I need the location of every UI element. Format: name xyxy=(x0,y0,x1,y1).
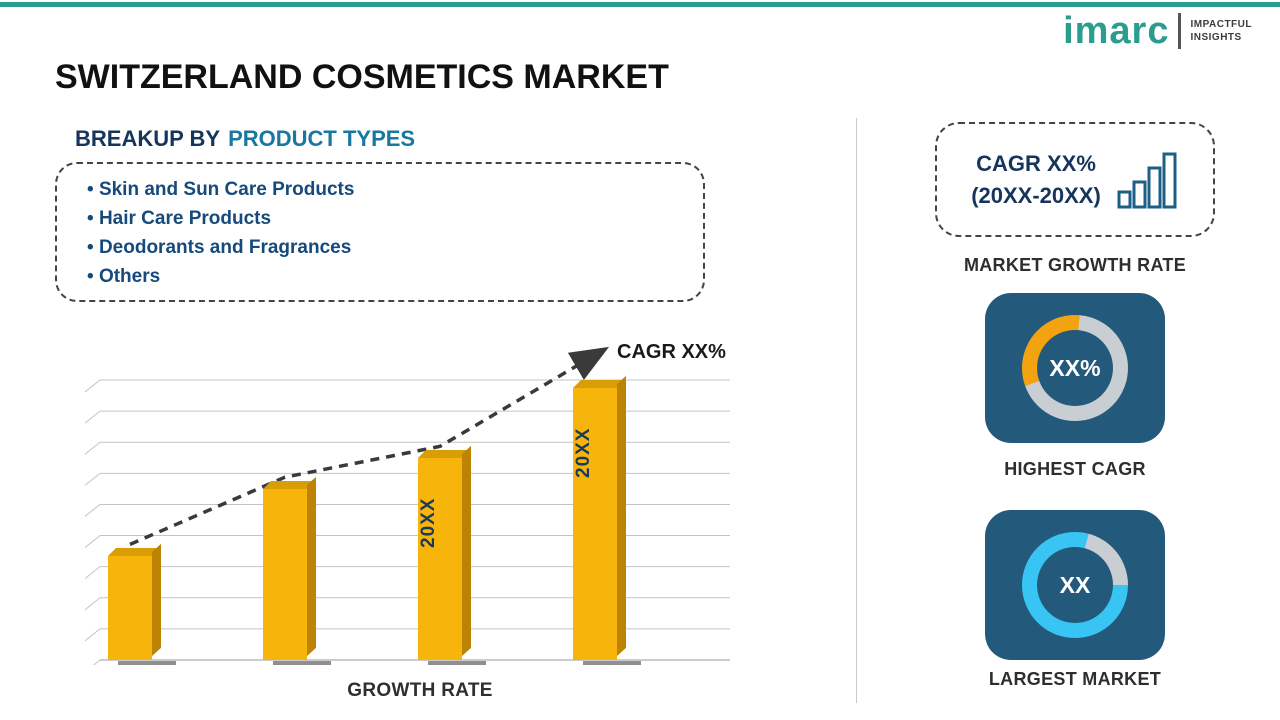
top-accent-bar xyxy=(0,2,1280,7)
growth-rate-bar-chart: 20XX 20XX xyxy=(70,335,730,665)
cagr-line2: (20XX-20XX) xyxy=(971,182,1101,208)
largest-market-card: XX xyxy=(985,510,1165,660)
breakup-heading-highlight: PRODUCT TYPES xyxy=(228,126,416,151)
product-types-list: Skin and Sun Care Products Hair Care Pro… xyxy=(57,179,703,288)
page-title: SWITZERLAND COSMETICS MARKET xyxy=(55,58,669,96)
largest-market-value: XX xyxy=(1059,571,1091,598)
vertical-divider xyxy=(856,118,857,703)
largest-market-label: LARGEST MARKET xyxy=(988,669,1162,689)
highest-cagr-card: XX% xyxy=(985,293,1165,443)
largest-market-donut xyxy=(1022,532,1128,638)
market-growth-rate-label: MARKET GROWTH RATE xyxy=(963,255,1187,275)
list-item: Hair Care Products xyxy=(87,208,703,230)
growth-rate-axis-label: GROWTH RATE xyxy=(347,680,493,701)
list-item: Deodorants and Fragrances xyxy=(87,237,703,259)
growth-bar-4: 20XX xyxy=(573,388,617,660)
highest-cagr-label: HIGHEST CAGR xyxy=(1004,459,1146,479)
bars-layer: 20XX 20XX xyxy=(70,335,730,665)
logo-tagline-line1: IMPACTFUL xyxy=(1190,18,1252,30)
product-types-box: Skin and Sun Care Products Hair Care Pro… xyxy=(55,162,705,302)
list-item: Others xyxy=(87,266,703,288)
logo-tagline: IMPACTFUL INSIGHTS xyxy=(1190,18,1252,45)
cagr-summary-text: CAGR XX% (20XX-20XX) xyxy=(971,148,1101,212)
bar-chart-icon xyxy=(1117,152,1177,208)
trend-cagr-label: CAGR XX% xyxy=(617,341,726,363)
imarc-logo-wordmark: imarc xyxy=(1063,10,1170,52)
bar-year-label: 20XX xyxy=(573,428,594,479)
breakup-heading-prefix: BREAKUP BY xyxy=(75,126,221,151)
breakup-heading: BREAKUP BY PRODUCT TYPES xyxy=(75,126,415,152)
growth-bar-3: 20XX xyxy=(418,458,462,660)
growth-bar-1 xyxy=(108,556,152,660)
logo-divider xyxy=(1178,13,1182,49)
cagr-summary-card: CAGR XX% (20XX-20XX) xyxy=(935,122,1215,237)
highest-cagr-donut xyxy=(1022,315,1128,421)
imarc-logo: imarc IMPACTFUL INSIGHTS xyxy=(1063,12,1252,50)
highest-cagr-value: XX% xyxy=(1049,354,1101,381)
growth-bar-2 xyxy=(263,489,307,660)
bar-year-label: 20XX xyxy=(418,498,439,549)
list-item: Skin and Sun Care Products xyxy=(87,179,703,201)
logo-tagline-line2: INSIGHTS xyxy=(1190,32,1242,43)
cagr-line1: CAGR XX% xyxy=(976,150,1096,176)
